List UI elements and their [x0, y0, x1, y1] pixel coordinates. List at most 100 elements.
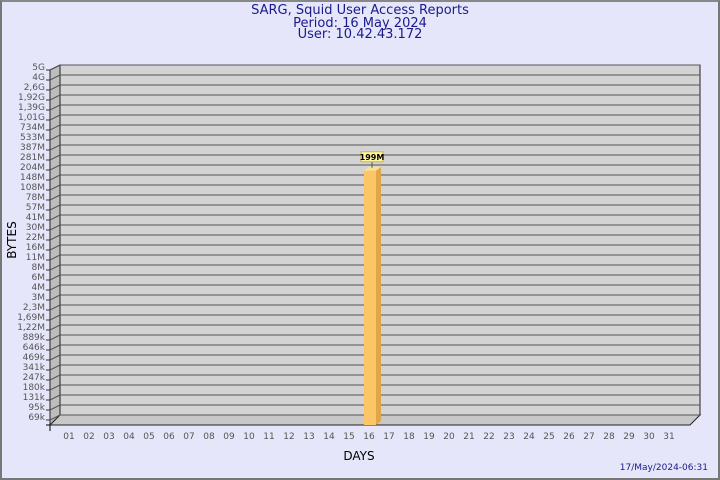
y-tick-label: 6M — [32, 273, 46, 283]
y-tick-label: 204M — [20, 163, 45, 173]
x-tick-label: 27 — [583, 432, 594, 442]
bar-top — [364, 166, 381, 171]
x-tick-label: 11 — [263, 432, 274, 442]
x-tick-label: 12 — [283, 432, 294, 442]
y-tick-label: 1,39G — [18, 103, 45, 113]
grid-line-side — [49, 264, 61, 271]
grid-line-side — [49, 64, 61, 71]
grid-line-side — [49, 174, 61, 181]
y-tick-label: 69k — [28, 413, 45, 423]
y-tick-label: 341k — [23, 363, 46, 373]
y-tick-label: 131k — [23, 393, 46, 403]
y-tick-label: 22M — [26, 233, 45, 243]
grid-line-side — [49, 114, 61, 121]
x-tick-label: 07 — [183, 432, 194, 442]
grid-line-side — [49, 354, 61, 361]
y-tick-label: 78M — [26, 193, 45, 203]
y-tick-label: 11M — [26, 253, 45, 263]
chart-subtitle-user: User: 10.42.43.172 — [297, 27, 423, 42]
grid-line-side — [49, 84, 61, 91]
y-tick-label: 30M — [26, 223, 45, 233]
bar-side — [376, 166, 381, 425]
grid-line-side — [49, 124, 61, 131]
y-tick-label: 180k — [23, 383, 46, 393]
y-tick-label: 1,92G — [18, 93, 45, 103]
x-tick-label: 16 — [363, 432, 375, 442]
x-tick-label: 31 — [663, 432, 674, 442]
grid-line-side — [49, 154, 61, 161]
chart-title: SARG, Squid User Access Reports — [251, 3, 469, 18]
y-tick-label: 4M — [32, 283, 46, 293]
footer-timestamp: 17/May/2024-06:31 — [620, 463, 708, 473]
grid-line-side — [49, 244, 61, 251]
x-tick-label: 10 — [243, 432, 255, 442]
y-tick-label: 16M — [26, 243, 45, 253]
grid-line-side — [49, 274, 61, 281]
grid-line-side — [49, 74, 61, 81]
x-tick-label: 06 — [163, 432, 175, 442]
grid-line-side — [49, 294, 61, 301]
y-tick-label: 3M — [32, 293, 46, 303]
grid-line-side — [49, 384, 61, 391]
grid-line-side — [49, 234, 61, 241]
x-tick-label: 24 — [523, 432, 535, 442]
y-tick-label: 95k — [28, 403, 45, 413]
y-tick-label: 646k — [23, 343, 46, 353]
grid-line-side — [49, 364, 61, 371]
x-tick-label: 08 — [203, 432, 215, 442]
x-tick-label: 30 — [643, 432, 655, 442]
y-tick-label: 1,01G — [18, 113, 45, 123]
data-label-box — [360, 151, 384, 163]
grid-line-side — [49, 324, 61, 331]
grid-line-side — [49, 214, 61, 221]
grid-line-side — [49, 394, 61, 401]
x-tick-label: 03 — [103, 432, 114, 442]
x-axis-label: DAYS — [343, 449, 374, 463]
y-tick-label: 889k — [23, 333, 46, 343]
y-tick-label: 8M — [32, 263, 46, 273]
grid-line-side — [49, 94, 61, 101]
y-tick-label: 57M — [26, 203, 45, 213]
grid-line-side — [49, 314, 61, 321]
grid-line-side — [49, 374, 61, 381]
grid-line-side — [49, 184, 61, 191]
y-tick-label: 108M — [20, 183, 45, 193]
data-label: 199M — [360, 153, 385, 162]
x-tick-label: 26 — [563, 432, 575, 442]
y-tick-label: 148M — [20, 173, 45, 183]
y-tick-label: 247k — [23, 373, 46, 383]
x-tick-label: 14 — [323, 432, 335, 442]
y-tick-label: 2,3M — [23, 303, 45, 313]
grid-line-side — [49, 284, 61, 291]
x-tick-label: 22 — [483, 432, 494, 442]
x-tick-label: 01 — [63, 432, 74, 442]
y-tick-label: 734M — [20, 123, 45, 133]
x-tick-label: 17 — [383, 432, 394, 442]
chart-subtitle-period: Period: 16 May 2024 — [293, 16, 427, 31]
y-tick-label: 1,69M — [17, 313, 45, 323]
grid-line-side — [49, 304, 61, 311]
x-tick-label: 13 — [303, 432, 314, 442]
grid-line-side — [49, 334, 61, 341]
x-tick-label: 21 — [463, 432, 474, 442]
grid-line-side — [49, 164, 61, 171]
x-tick-label: 25 — [543, 432, 554, 442]
grid-line-side — [49, 404, 61, 411]
y-tick-label: 1,22M — [17, 323, 45, 333]
grid-line-side — [49, 144, 61, 151]
x-tick-label: 19 — [423, 432, 435, 442]
x-tick-label: 15 — [343, 432, 354, 442]
y-tick-label: 5G — [32, 63, 45, 73]
x-tick-label: 20 — [443, 432, 455, 442]
grid-line-side — [49, 194, 61, 201]
x-tick-label: 18 — [403, 432, 415, 442]
x-tick-label: 02 — [83, 432, 94, 442]
y-tick-label: 469k — [23, 353, 46, 363]
x-tick-label: 09 — [223, 432, 235, 442]
y-tick-label: 387M — [20, 143, 45, 153]
grid-line-side — [49, 344, 61, 351]
y-tick-label: 41M — [26, 213, 45, 223]
x-tick-label: 29 — [623, 432, 635, 442]
